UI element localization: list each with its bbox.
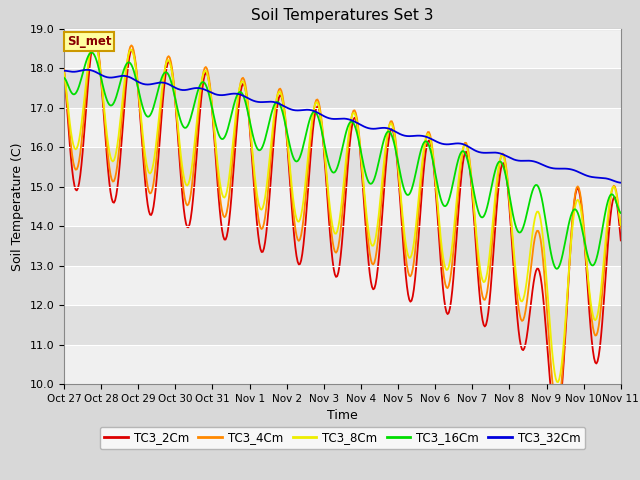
Bar	[64, 265, 621, 305]
Bar	[64, 147, 621, 187]
Bar	[64, 345, 621, 384]
Title: Soil Temperatures Set 3: Soil Temperatures Set 3	[251, 9, 434, 24]
Legend: TC3_2Cm, TC3_4Cm, TC3_8Cm, TC3_16Cm, TC3_32Cm: TC3_2Cm, TC3_4Cm, TC3_8Cm, TC3_16Cm, TC3…	[99, 427, 586, 449]
Bar	[64, 226, 621, 265]
Bar	[64, 305, 621, 345]
X-axis label: Time: Time	[327, 409, 358, 422]
Text: SI_met: SI_met	[67, 35, 111, 48]
Bar	[64, 187, 621, 226]
Bar	[64, 29, 621, 68]
Y-axis label: Soil Temperature (C): Soil Temperature (C)	[11, 142, 24, 271]
Bar	[64, 68, 621, 108]
Bar	[64, 108, 621, 147]
